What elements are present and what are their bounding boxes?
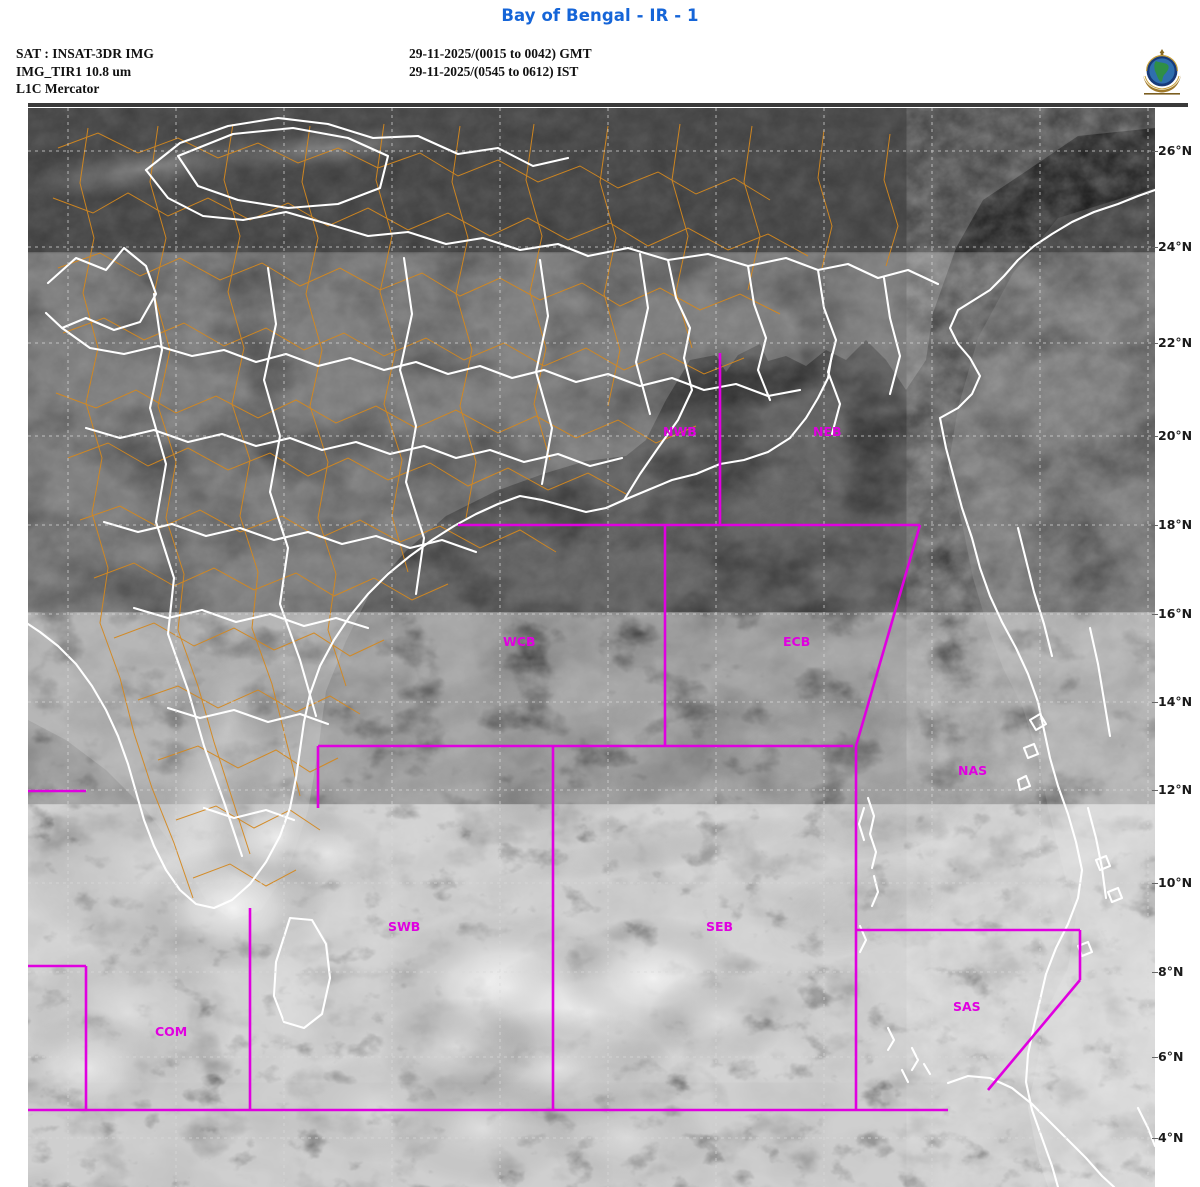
latitude-label-10N: 10°N <box>1152 875 1192 890</box>
latitude-label-6N: 6°N <box>1152 1049 1183 1064</box>
latitude-label-16N: 16°N <box>1152 606 1192 621</box>
zone-label-nas: NAS <box>958 763 987 778</box>
latitude-label-24N: 24°N <box>1152 239 1192 254</box>
zone-label-neb: NEB <box>813 424 842 439</box>
zone-label-seb: SEB <box>706 919 733 934</box>
latitude-tick <box>1152 972 1158 973</box>
zone-label-com: COM <box>155 1024 187 1039</box>
zone-label-nwb: NWB <box>663 424 697 439</box>
time-ist: 29-11-2025/(0545 to 0612) IST <box>409 63 579 79</box>
forecast-zone-boundaries <box>28 353 1082 1112</box>
latitude-axis: 26°N 24°N 22°N 20°N 18°N 16°N 14°N 12°N 10°N 8°N 6… <box>1152 108 1200 1187</box>
latitude-tick <box>1152 436 1158 437</box>
latitude-tick <box>1152 790 1158 791</box>
page-title: Bay of Bengal - IR - 1 <box>501 6 699 25</box>
metadata-time-block: 29-11-2025/(0015 to 0042) GMT 29-11-2025… <box>409 45 592 80</box>
satellite-map-image: NWB NEB WCB ECB NAS SWB SEB SAS COM <box>28 108 1155 1187</box>
map-canvas: NWB NEB WCB ECB NAS SWB SEB SAS COM <box>28 108 1155 1187</box>
latitude-tick <box>1152 343 1158 344</box>
latitude-tick <box>1152 614 1158 615</box>
latitude-tick <box>1152 151 1158 152</box>
projection-line: L1C Mercator <box>16 81 100 96</box>
latitude-label-14N: 14°N <box>1152 694 1192 709</box>
latitude-label-20N: 20°N <box>1152 428 1192 443</box>
satellite-line: SAT : INSAT-3DR IMG <box>16 46 154 61</box>
latitude-label-12N: 12°N <box>1152 782 1192 797</box>
latitude-label-22N: 22°N <box>1152 335 1192 350</box>
latitude-label-18N: 18°N <box>1152 517 1192 532</box>
zone-label-sas: SAS <box>953 999 981 1014</box>
latitude-tick <box>1152 1057 1158 1058</box>
latitude-label-26N: 26°N <box>1152 143 1192 158</box>
latitude-label-4N: 4°N <box>1152 1130 1183 1145</box>
latitude-tick <box>1152 525 1158 526</box>
latitude-tick <box>1152 883 1158 884</box>
channel-line: IMG_TIR1 10.8 um <box>16 63 132 79</box>
zone-label-swb: SWB <box>388 919 420 934</box>
imd-emblem-icon <box>1136 46 1188 98</box>
header-divider <box>28 103 1188 107</box>
latitude-tick <box>1152 1138 1158 1139</box>
latitude-label-8N: 8°N <box>1152 964 1183 979</box>
latitude-tick <box>1152 702 1158 703</box>
latitude-tick <box>1152 247 1158 248</box>
metadata-left-block: SAT : INSAT-3DR IMG IMG_TIR1 10.8 um L1C… <box>16 45 154 98</box>
zone-label-ecb: ECB <box>783 634 810 649</box>
time-gmt: 29-11-2025/(0015 to 0042) GMT <box>409 46 592 61</box>
zone-label-wcb: WCB <box>503 634 536 649</box>
